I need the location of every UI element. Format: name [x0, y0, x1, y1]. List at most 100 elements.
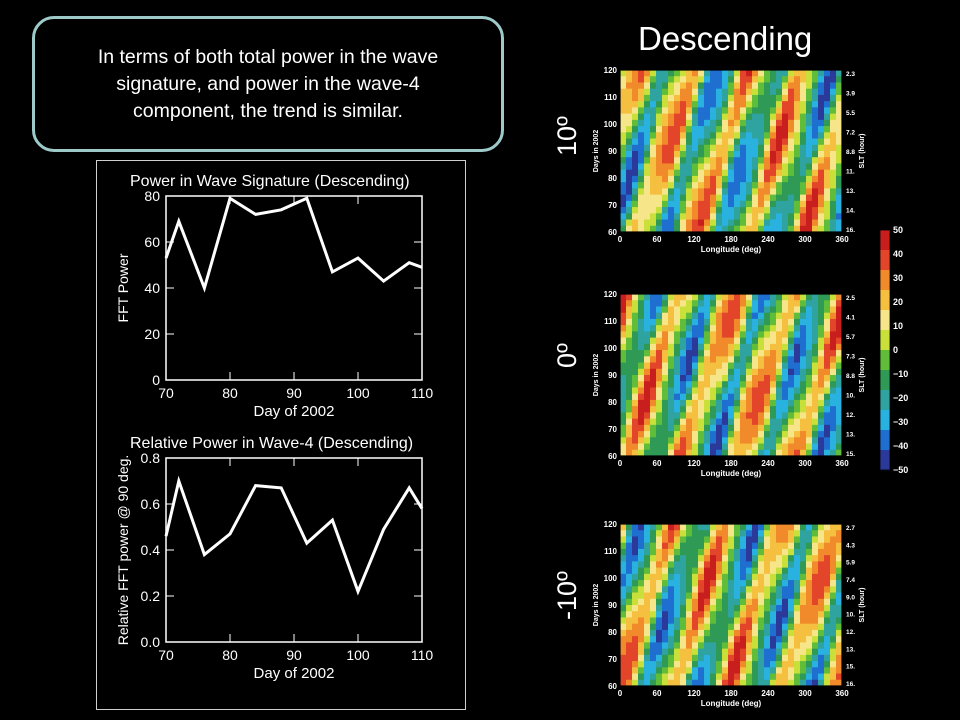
- x-tick-label: 70: [158, 647, 174, 663]
- heatmap-x-tick-label: 60: [653, 459, 662, 468]
- latitude-label-10: 10º: [552, 116, 582, 156]
- colorbar-segment: [880, 450, 890, 471]
- slide-title: Descending: [638, 20, 813, 57]
- heatmap-y-tick-label: 60: [608, 682, 617, 691]
- heatmap-slt-tick-label: 11.: [846, 169, 855, 176]
- x-tick-label: 110: [411, 647, 434, 663]
- series-line: [164, 195, 423, 293]
- heatmap-y-tick-label: 90: [608, 147, 617, 156]
- x-tick-label: 80: [222, 647, 238, 663]
- heatmap-x-label: Longitude (deg): [701, 699, 762, 708]
- y-tick-label: 0.2: [141, 588, 161, 604]
- heatmap-y-tick-label: 110: [604, 93, 617, 102]
- heatmap-slt-label: SLT (hour): [859, 358, 866, 393]
- heatmap-x-tick-label: 300: [798, 235, 812, 244]
- x-tick-label: 90: [286, 647, 302, 663]
- heatmap-slt-tick-label: 12.: [846, 412, 855, 419]
- y-tick-label: 60: [144, 234, 160, 250]
- heatmap-slt-tick-label: 16.: [846, 681, 855, 688]
- heatmap-slt-tick-label: 12.: [846, 629, 855, 636]
- colorbar-tick-label: −20: [893, 393, 908, 403]
- heatmap-y-tick-label: 60: [608, 228, 617, 237]
- heatmap-y-tick-label: 80: [608, 628, 617, 637]
- heatmap-x-tick-label: 360: [835, 689, 849, 698]
- y-tick-label: 0.4: [141, 542, 161, 558]
- y-tick-label: 0.0: [141, 634, 161, 650]
- heatmap-y-tick-label: 100: [604, 120, 618, 129]
- heatmap-x-label: Longitude (deg): [701, 245, 762, 254]
- heatmap-slt-tick-label: 5.7: [846, 334, 855, 341]
- heatmap-y-tick-label: 80: [608, 398, 617, 407]
- heatmap-slt-tick-label: 7.2: [846, 130, 855, 137]
- heatmap-slt-tick-label: 13.: [846, 432, 855, 439]
- heatmap-x-tick-label: 60: [653, 235, 662, 244]
- y-tick-label: 20: [144, 326, 160, 342]
- heatmap-x-tick-label: 120: [687, 235, 701, 244]
- heatmap-x-tick-label: 0: [618, 459, 623, 468]
- heatmap-x-tick-label: 300: [798, 459, 812, 468]
- colorbar-tick-label: 0: [893, 345, 898, 355]
- line-charts-panel: Power in Wave Signature (Descending) 70 80…: [96, 160, 466, 710]
- colorbar-segment: [880, 270, 890, 291]
- y-tick-label: 0: [152, 372, 160, 388]
- colorbar-segment: [880, 390, 890, 411]
- colorbar-tick-label: 40: [893, 249, 903, 259]
- heatmap-slt-label: SLT (hour): [859, 134, 866, 169]
- colorbar-segment: [880, 250, 890, 271]
- heatmap-slt-tick-label: 5.9: [846, 560, 855, 567]
- heatmap-y-tick-label: 100: [604, 574, 618, 583]
- heatmap-slt-tick-label: 4.3: [846, 542, 855, 549]
- y-tick-label: 80: [144, 188, 160, 204]
- heatmap-x-tick-label: 180: [724, 689, 738, 698]
- chart-title: Power in Wave Signature (Descending): [130, 173, 410, 190]
- heatmap-x-label: Longitude (deg): [701, 469, 762, 478]
- heatmap-slt-tick-label: 8.8: [846, 373, 855, 380]
- heatmap-slt-tick-label: 2.3: [846, 71, 855, 78]
- colorbar-segment: [880, 430, 890, 451]
- colorbar-tick-label: −40: [893, 441, 908, 451]
- heatmap-x-tick-label: 120: [687, 459, 701, 468]
- heatmap-slt-tick-label: 3.9: [846, 91, 855, 98]
- colorbar-tick-label: 10: [893, 321, 903, 331]
- x-tick-label: 100: [346, 385, 370, 401]
- heatmap-y-tick-label: 110: [604, 317, 617, 326]
- colorbar: 50 40 30 20 10 0 −10 −20 −30 −40 −50: [879, 225, 908, 475]
- colorbar-segment: [880, 330, 890, 351]
- heatmap-slt-tick-label: 16.: [846, 227, 855, 234]
- latitude-label-0: 0º: [552, 343, 582, 368]
- heatmap-slt-tick-label: 10.: [846, 393, 855, 400]
- heatmap-slt-tick-label: 15.: [846, 451, 855, 458]
- y-tick-label: 0.6: [141, 496, 161, 512]
- heatmap-slt-tick-label: 5.5: [846, 110, 855, 117]
- wave-signature-chart: Power in Wave Signature (Descending) 70 80…: [115, 173, 433, 420]
- wave4-power-chart: Relative Power in Wave-4 (Descending) 70 8…: [115, 435, 433, 682]
- heatmap-x-tick-label: 240: [761, 689, 775, 698]
- heatmap-x-tick-label: 120: [687, 689, 701, 698]
- colorbar-segment: [880, 290, 890, 311]
- x-tick-label: 80: [222, 385, 238, 401]
- heatmap-y-tick-label: 60: [608, 452, 617, 461]
- heatmap-slt-tick-label: 7.3: [846, 354, 855, 361]
- heatmap-slt-tick-label: 7.4: [846, 577, 855, 584]
- heatmap-y-tick-label: 120: [604, 66, 618, 75]
- heatmap-slt-tick-label: 10.: [846, 612, 855, 619]
- series-line: [164, 475, 424, 596]
- heatmap-y-tick-label: 110: [604, 547, 617, 556]
- colorbar-tick-label: −50: [893, 465, 908, 475]
- heatmap-slt-tick-label: 4.1: [846, 315, 855, 322]
- heatmap-y-label: Days in 2002: [593, 584, 600, 627]
- heatmap-slt-tick-label: 14.: [846, 208, 855, 215]
- x-axis-label: Day of 2002: [254, 665, 335, 682]
- heatmap-x-tick-label: 240: [761, 235, 775, 244]
- latitude-label-minus10: -10º: [552, 571, 582, 620]
- heatmap-y-tick-label: 90: [608, 371, 617, 380]
- callout-box: In terms of both total power in the wave…: [32, 16, 504, 152]
- colorbar-segment: [880, 410, 890, 431]
- heatmap-y-tick-label: 120: [604, 520, 618, 529]
- heatmap-y-tick-label: 80: [608, 174, 617, 183]
- heatmap-x-tick-label: 0: [618, 235, 623, 244]
- heatmap-x-tick-label: 60: [653, 689, 662, 698]
- heatmap-slt-tick-label: 9.0: [846, 594, 855, 601]
